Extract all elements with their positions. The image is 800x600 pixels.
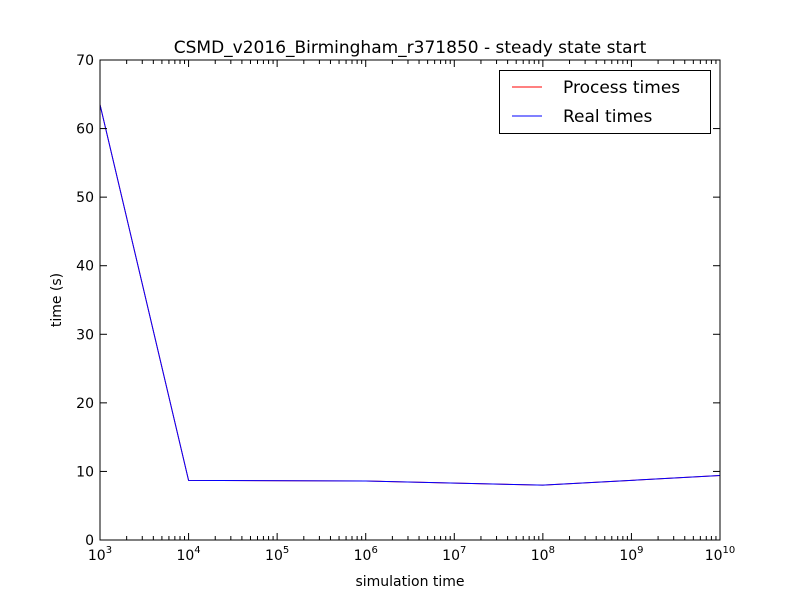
x-tick-label-6: 109 [619,545,643,564]
x-tick-label-2: 105 [265,545,289,564]
y-tick-label-0: 0 [85,533,94,549]
y-tick-label-4: 40 [76,259,94,275]
x-tick-label-4: 107 [442,545,466,564]
y-tick-label-7: 70 [76,53,94,69]
series-layer [99,104,721,486]
series-line-1 [99,104,721,486]
x-tick-label-7: 1010 [705,545,736,564]
legend-box [499,70,711,134]
legend: Process times Real times [499,70,711,134]
x-tick-label-1: 104 [176,545,200,564]
y-tick-label-3: 30 [76,327,94,343]
y-tick-label-2: 20 [76,396,94,412]
y-axis-label: time (s) [49,273,65,327]
y-tick-label-6: 60 [76,122,94,138]
x-tick-label-5: 108 [531,545,555,564]
x-tick-label-0: 103 [88,545,112,564]
plot-area-frame [99,59,721,541]
y-tick-label-1: 10 [76,464,94,480]
legend-label-process-times: Process times [563,78,680,98]
ticks-layer: 0 10 20 30 40 50 60 70 103 104 105 106 107 108 109 1010 [76,53,735,564]
x-tick-label-3: 106 [354,545,378,564]
x-axis-label: simulation time [355,574,464,590]
chart-title: CSMD_v2016_Birmingham_r371850 - steady s… [174,38,647,58]
legend-label-real-times: Real times [563,107,652,127]
y-tick-label-5: 50 [76,190,94,206]
